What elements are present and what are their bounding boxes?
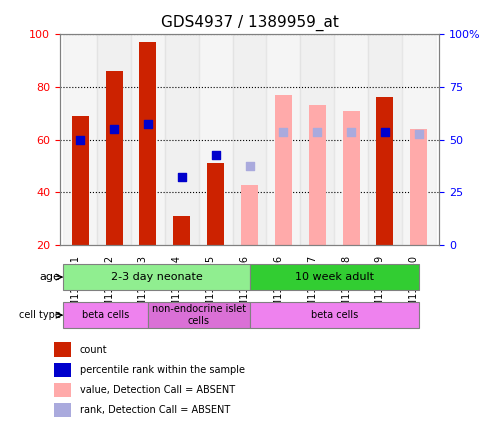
Point bbox=[313, 128, 321, 135]
Bar bbox=[54, 343, 71, 357]
Bar bbox=[368, 34, 402, 245]
FancyBboxPatch shape bbox=[250, 264, 419, 290]
Text: value, Detection Call = ABSENT: value, Detection Call = ABSENT bbox=[80, 385, 235, 395]
Point bbox=[279, 128, 287, 135]
Text: rank, Detection Call = ABSENT: rank, Detection Call = ABSENT bbox=[80, 405, 230, 415]
Bar bbox=[139, 42, 156, 245]
Bar bbox=[97, 34, 131, 245]
Bar bbox=[275, 95, 292, 245]
Bar bbox=[165, 34, 199, 245]
Bar bbox=[300, 34, 334, 245]
Text: percentile rank within the sample: percentile rank within the sample bbox=[80, 365, 245, 375]
Bar bbox=[199, 34, 233, 245]
Bar bbox=[54, 403, 71, 417]
Bar bbox=[343, 110, 360, 245]
Title: GDS4937 / 1389959_at: GDS4937 / 1389959_at bbox=[161, 15, 338, 31]
Bar bbox=[241, 184, 258, 245]
Bar bbox=[54, 363, 71, 377]
FancyBboxPatch shape bbox=[250, 302, 419, 328]
Point bbox=[212, 152, 220, 159]
Bar bbox=[106, 71, 123, 245]
Bar bbox=[410, 129, 427, 245]
Point bbox=[144, 121, 152, 127]
Bar bbox=[309, 105, 326, 245]
Point bbox=[178, 173, 186, 180]
Bar bbox=[72, 116, 89, 245]
Text: beta cells: beta cells bbox=[310, 310, 358, 320]
Point bbox=[415, 131, 423, 138]
Text: count: count bbox=[80, 345, 107, 354]
Bar bbox=[233, 34, 266, 245]
Bar bbox=[266, 34, 300, 245]
Text: 10 week adult: 10 week adult bbox=[294, 272, 374, 282]
Point bbox=[110, 126, 118, 132]
Bar bbox=[207, 163, 224, 245]
Bar bbox=[131, 34, 165, 245]
Bar bbox=[402, 34, 436, 245]
Text: 2-3 day neonate: 2-3 day neonate bbox=[110, 272, 202, 282]
Point bbox=[246, 163, 253, 170]
Text: age: age bbox=[40, 272, 60, 282]
Bar bbox=[173, 216, 190, 245]
Text: non-endocrine islet
cells: non-endocrine islet cells bbox=[152, 304, 246, 326]
FancyBboxPatch shape bbox=[63, 302, 148, 328]
Text: cell type: cell type bbox=[18, 310, 60, 320]
Bar bbox=[376, 97, 393, 245]
Bar bbox=[54, 382, 71, 397]
FancyBboxPatch shape bbox=[63, 264, 250, 290]
Point bbox=[347, 128, 355, 135]
Text: beta cells: beta cells bbox=[82, 310, 129, 320]
Point bbox=[76, 136, 84, 143]
Bar bbox=[334, 34, 368, 245]
FancyBboxPatch shape bbox=[148, 302, 250, 328]
Point bbox=[381, 128, 389, 135]
Bar bbox=[63, 34, 97, 245]
